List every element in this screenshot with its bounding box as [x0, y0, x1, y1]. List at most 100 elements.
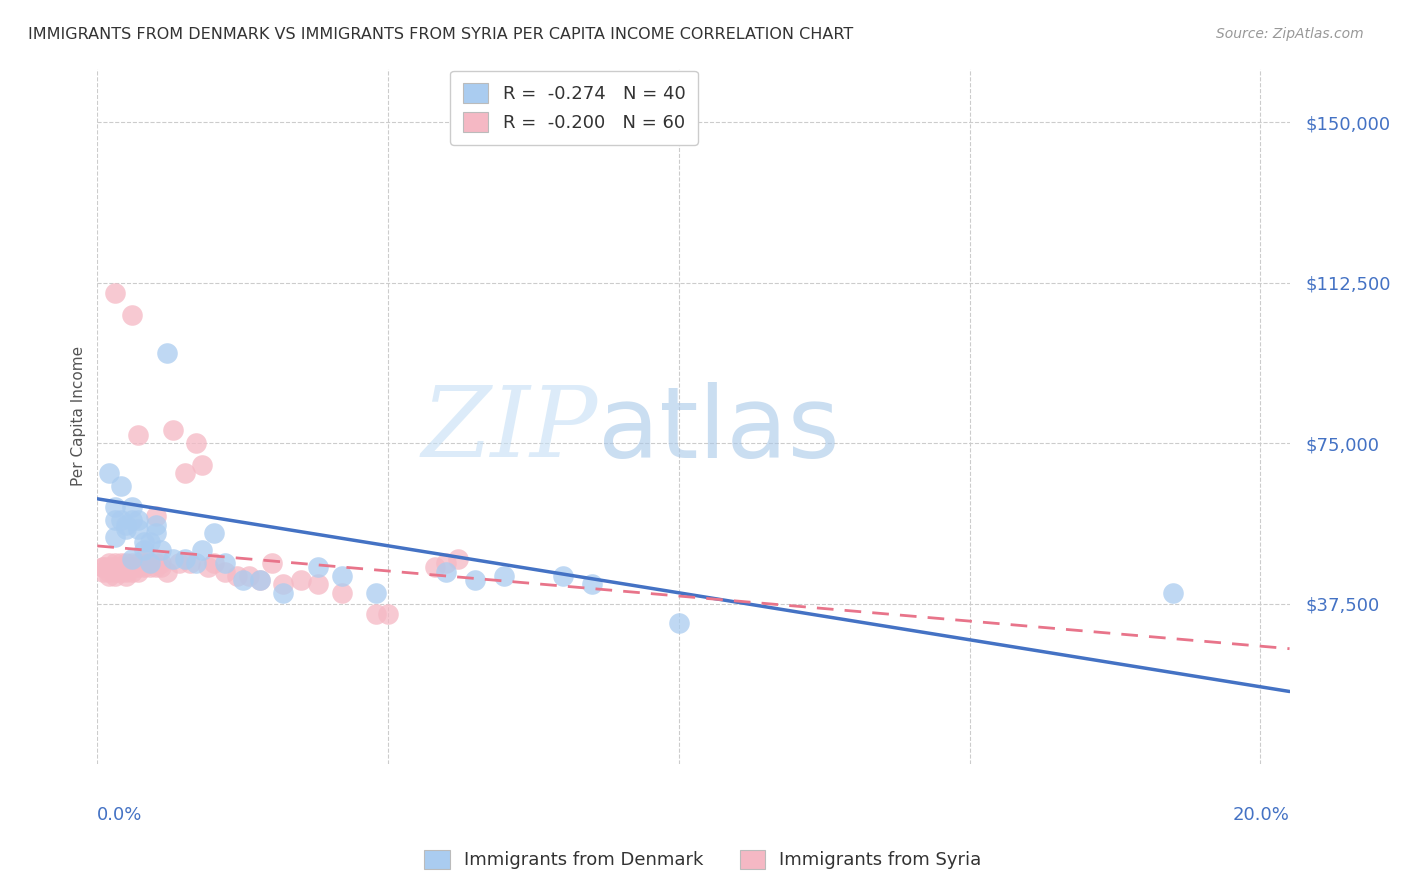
Point — [91, 565, 114, 579]
Point — [104, 500, 127, 515]
Point — [132, 560, 155, 574]
Point — [127, 565, 149, 579]
Point — [377, 607, 399, 622]
Point — [330, 569, 353, 583]
Point — [98, 466, 121, 480]
Point — [249, 573, 271, 587]
Point — [156, 346, 179, 360]
Point — [330, 586, 353, 600]
Point — [307, 577, 329, 591]
Point — [115, 522, 138, 536]
Point — [232, 573, 254, 587]
Point — [127, 513, 149, 527]
Text: IMMIGRANTS FROM DENMARK VS IMMIGRANTS FROM SYRIA PER CAPITA INCOME CORRELATION C: IMMIGRANTS FROM DENMARK VS IMMIGRANTS FR… — [28, 27, 853, 42]
Point — [214, 556, 236, 570]
Point — [127, 556, 149, 570]
Point — [668, 615, 690, 630]
Point — [366, 607, 388, 622]
Point — [290, 573, 312, 587]
Point — [214, 565, 236, 579]
Point — [110, 565, 132, 579]
Point — [173, 551, 195, 566]
Point — [202, 556, 225, 570]
Point — [162, 551, 184, 566]
Point — [91, 560, 114, 574]
Point — [162, 423, 184, 437]
Point — [551, 569, 574, 583]
Point — [150, 560, 173, 574]
Point — [138, 556, 160, 570]
Point — [121, 308, 143, 322]
Point — [104, 556, 127, 570]
Point — [366, 586, 388, 600]
Legend: R =  -0.274   N = 40, R =  -0.200   N = 60: R = -0.274 N = 40, R = -0.200 N = 60 — [450, 70, 699, 145]
Point — [110, 479, 132, 493]
Point — [104, 513, 127, 527]
Point — [145, 556, 167, 570]
Point — [581, 577, 603, 591]
Point — [127, 560, 149, 574]
Point — [98, 569, 121, 583]
Point — [121, 513, 143, 527]
Point — [307, 560, 329, 574]
Point — [115, 517, 138, 532]
Text: ZIP: ZIP — [422, 383, 598, 478]
Point — [434, 556, 457, 570]
Point — [138, 560, 160, 574]
Point — [104, 565, 127, 579]
Point — [132, 534, 155, 549]
Point — [121, 556, 143, 570]
Point — [104, 530, 127, 544]
Point — [98, 556, 121, 570]
Point — [145, 517, 167, 532]
Point — [167, 556, 190, 570]
Point — [186, 556, 208, 570]
Point — [273, 586, 295, 600]
Point — [423, 560, 446, 574]
Point — [434, 565, 457, 579]
Point — [121, 560, 143, 574]
Point — [191, 543, 214, 558]
Text: Source: ZipAtlas.com: Source: ZipAtlas.com — [1216, 27, 1364, 41]
Point — [179, 556, 201, 570]
Point — [260, 556, 283, 570]
Point — [238, 569, 260, 583]
Y-axis label: Per Capita Income: Per Capita Income — [72, 346, 86, 486]
Point — [145, 526, 167, 541]
Point — [91, 560, 114, 574]
Point — [156, 565, 179, 579]
Point — [110, 560, 132, 574]
Point — [115, 565, 138, 579]
Point — [145, 560, 167, 574]
Point — [1161, 586, 1184, 600]
Point — [121, 565, 143, 579]
Point — [132, 556, 155, 570]
Point — [494, 569, 516, 583]
Point — [273, 577, 295, 591]
Point — [132, 551, 155, 566]
Point — [121, 551, 143, 566]
Point — [145, 508, 167, 523]
Point — [104, 569, 127, 583]
Point — [202, 526, 225, 541]
Text: atlas: atlas — [598, 382, 839, 479]
Point — [110, 556, 132, 570]
Point — [447, 551, 470, 566]
Legend: Immigrants from Denmark, Immigrants from Syria: Immigrants from Denmark, Immigrants from… — [415, 840, 991, 879]
Point — [127, 427, 149, 442]
Point — [186, 436, 208, 450]
Point — [104, 286, 127, 301]
Point — [104, 560, 127, 574]
Point — [110, 513, 132, 527]
Point — [150, 543, 173, 558]
Point — [138, 556, 160, 570]
Point — [115, 560, 138, 574]
Text: 20.0%: 20.0% — [1233, 806, 1289, 824]
Point — [150, 556, 173, 570]
Point — [173, 466, 195, 480]
Point — [115, 569, 138, 583]
Point — [132, 543, 155, 558]
Point — [249, 573, 271, 587]
Point — [127, 522, 149, 536]
Point — [191, 458, 214, 472]
